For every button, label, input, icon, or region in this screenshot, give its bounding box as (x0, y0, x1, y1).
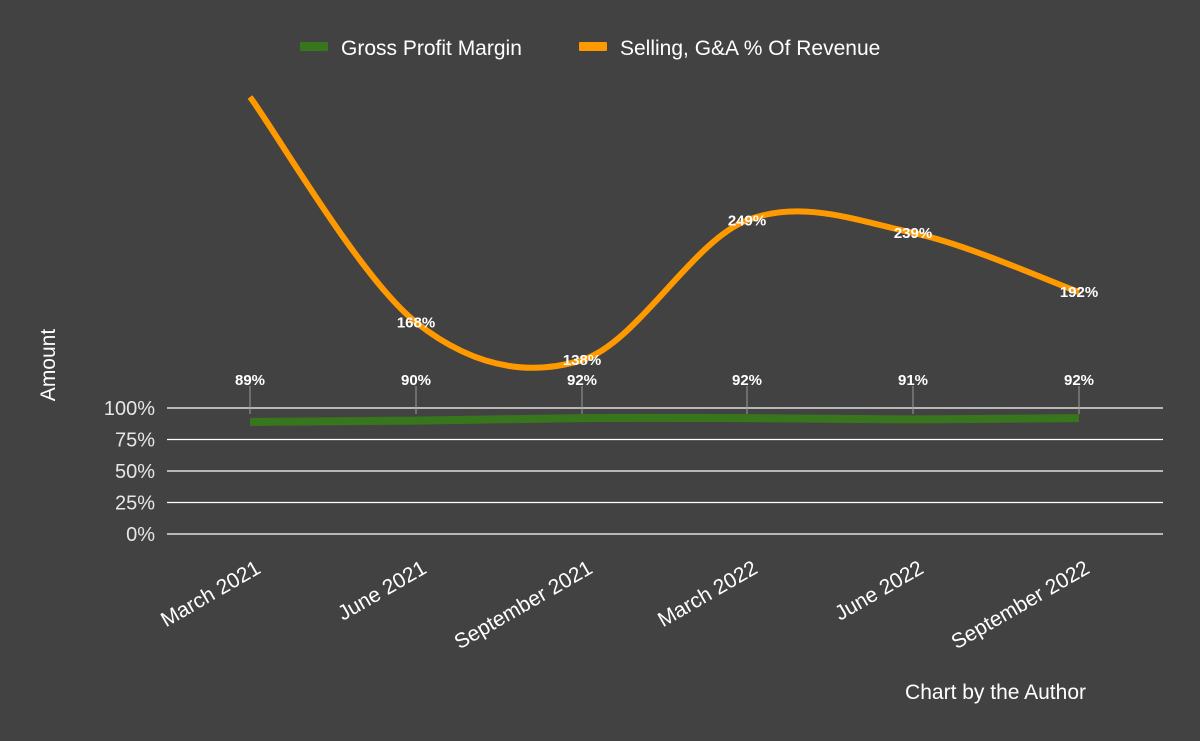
data-label-gross-profit-margin: 92% (567, 372, 597, 389)
data-label-gross-profit-margin: 90% (401, 372, 431, 389)
y-axis-ticks: 0% 25% 50% 75% 100% (104, 398, 155, 546)
y-tick-label: 75% (115, 430, 155, 452)
legend-label-selling-ga: Selling, G&A % Of Revenue (620, 37, 880, 60)
x-tick-label: June 2021 (334, 556, 430, 625)
x-tick-label: September 2022 (948, 556, 1094, 654)
legend-item-selling-ga[interactable]: Selling, G&A % Of Revenue (579, 37, 880, 60)
legend-swatch-gross-profit-margin (300, 42, 328, 51)
x-tick-label: September 2021 (451, 556, 597, 654)
data-label-selling-ga-pct-revenue: 138% (563, 352, 601, 369)
y-axis-title: Amount (37, 329, 60, 402)
y-tick-label: 100% (104, 398, 155, 420)
data-labels: 89% 90% 92% 92% 91% 92% 168% 138% 249% 239% 192% (235, 212, 1098, 389)
data-label-gross-profit-margin: 89% (235, 372, 265, 389)
x-axis-ticks: March 2021 June 2021 September 2021 March 2… (157, 556, 1094, 654)
series-line-selling-ga-pct-revenue (247, 95, 1081, 371)
series-lines (247, 95, 1081, 426)
y-tick-label: 50% (115, 461, 155, 483)
data-label-gross-profit-margin: 92% (732, 372, 762, 389)
legend-item-gross-profit-margin[interactable]: Gross Profit Margin (300, 37, 522, 60)
legend-label-gross-profit-margin: Gross Profit Margin (341, 37, 522, 60)
x-tick-label: June 2022 (831, 556, 927, 625)
x-tick-label: March 2022 (654, 556, 762, 631)
data-label-selling-ga-pct-revenue: 239% (894, 225, 932, 242)
category-tick-marks (249, 386, 1080, 414)
data-label-selling-ga-pct-revenue: 168% (397, 314, 435, 331)
series-line-gross-profit-margin (249, 413, 1080, 426)
data-label-gross-profit-margin: 91% (898, 372, 928, 389)
chart-credit: Chart by the Author (905, 681, 1086, 704)
x-tick-label: March 2021 (157, 556, 265, 631)
data-label-selling-ga-pct-revenue: 192% (1060, 284, 1098, 301)
gridlines (167, 407, 1163, 535)
data-label-selling-ga-pct-revenue: 249% (728, 212, 766, 229)
y-tick-label: 25% (115, 493, 155, 515)
y-tick-label: 0% (126, 524, 155, 546)
data-label-gross-profit-margin: 92% (1064, 372, 1094, 389)
legend: Gross Profit Margin Selling, G&A % Of Re… (300, 37, 880, 60)
legend-swatch-selling-ga (579, 42, 607, 51)
